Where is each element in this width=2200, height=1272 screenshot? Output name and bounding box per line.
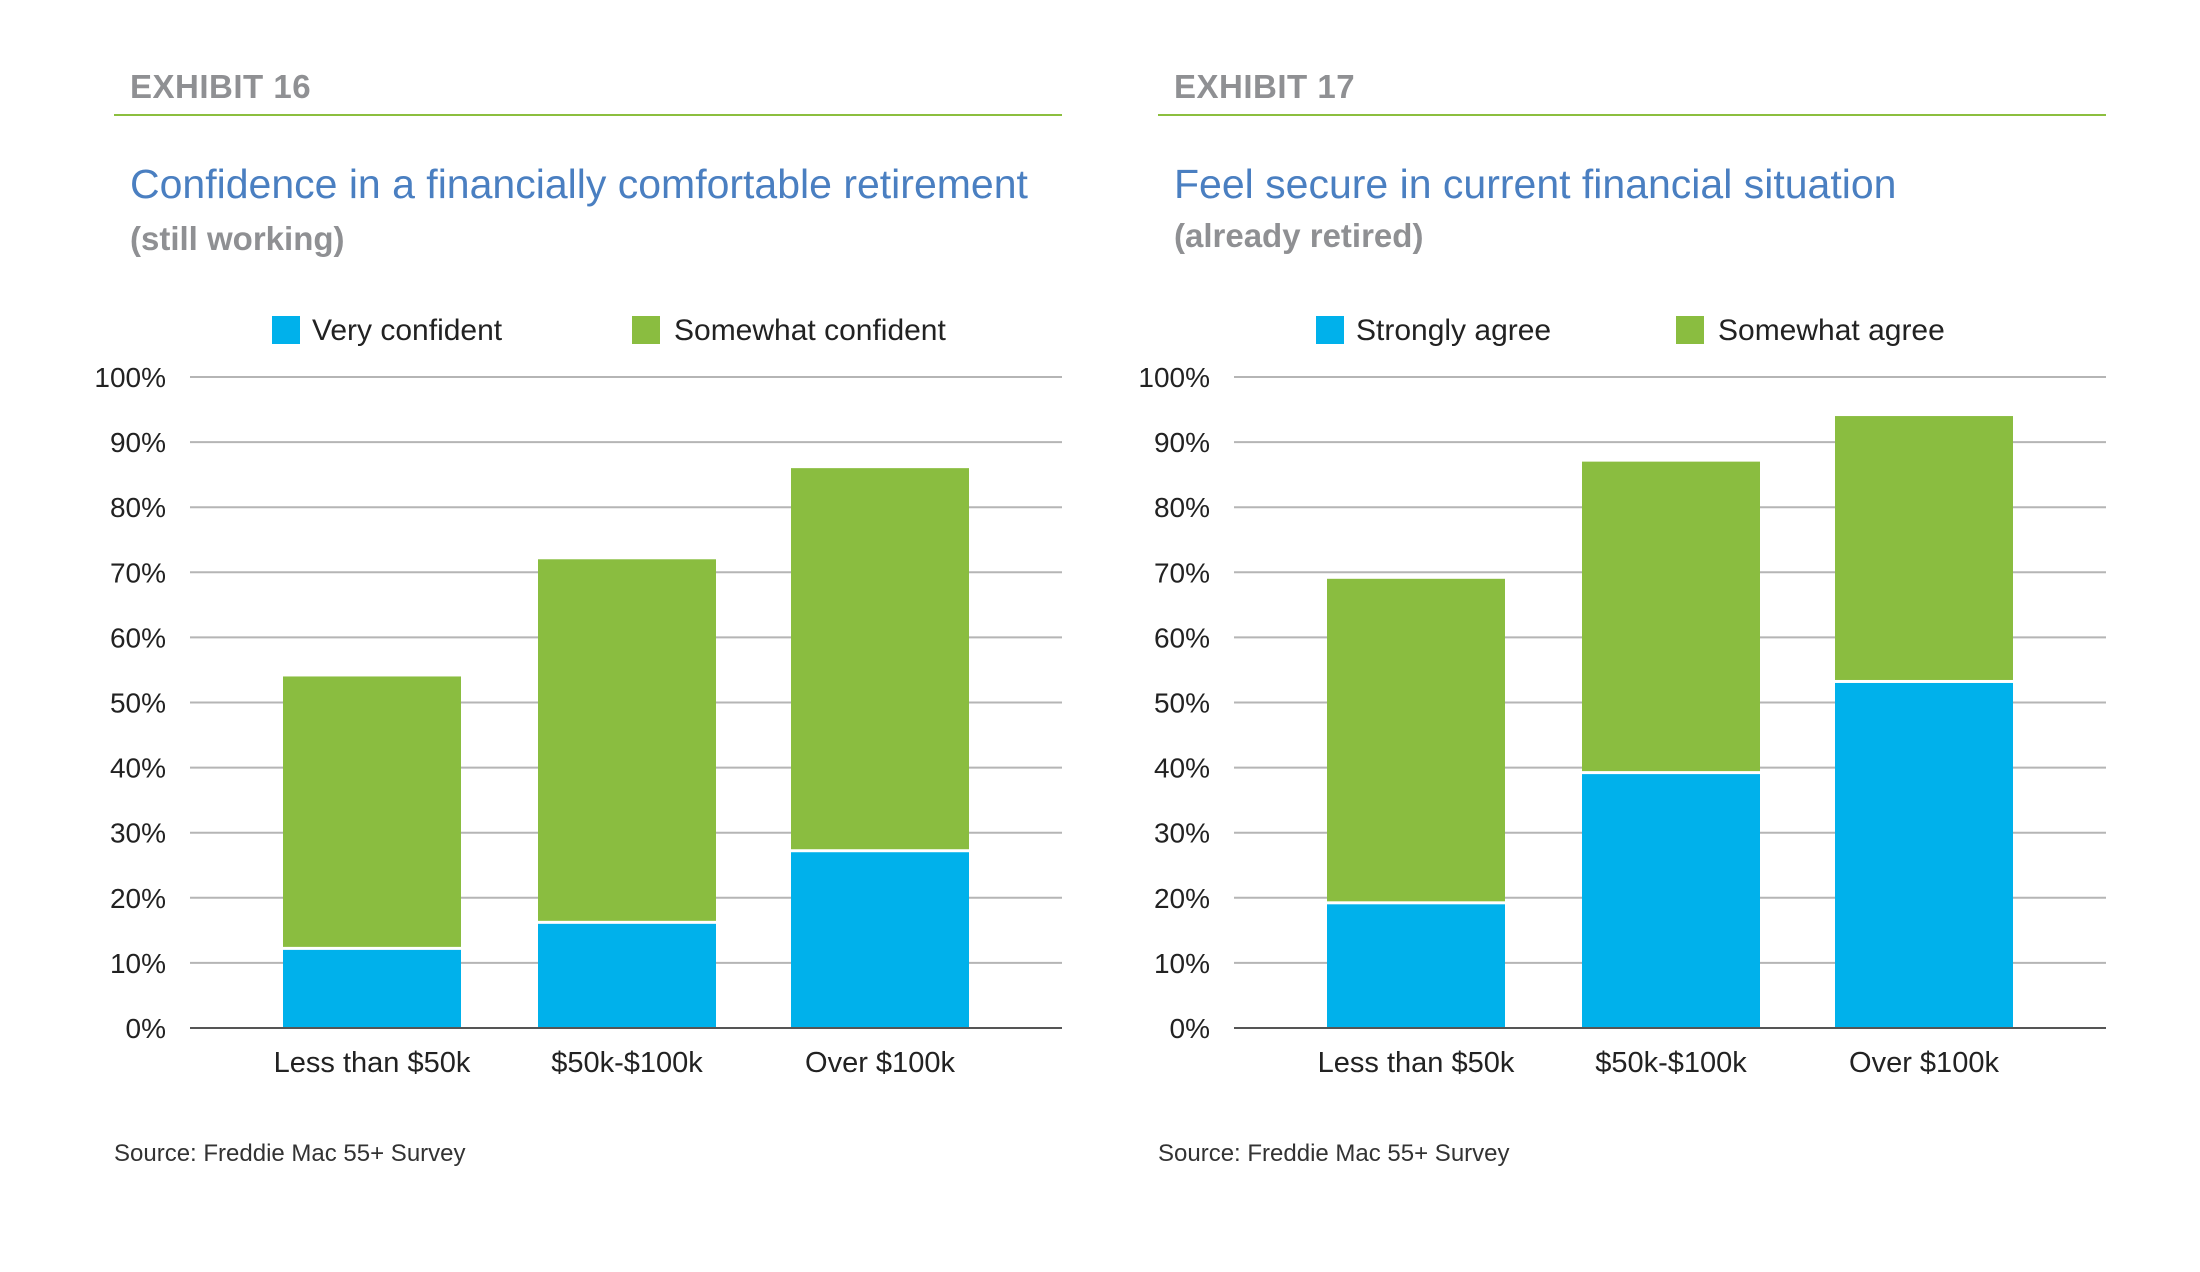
bar-segment-series2 (1327, 578, 1505, 902)
y-tick-label: 40% (110, 753, 166, 784)
y-tick-label: 80% (1154, 492, 1210, 523)
bar-segment-series1 (538, 923, 716, 1028)
y-tick-label: 50% (110, 688, 166, 719)
bar-segment-series1 (283, 949, 461, 1028)
x-category-label: Less than $50k (274, 1047, 471, 1079)
header-rule (1158, 114, 2106, 116)
exhibit-17-panel: EXHIBIT 17 Feel secure in current financ… (1044, 0, 2106, 1272)
bar-segment-series2 (538, 559, 716, 921)
x-category-label: Over $100k (1849, 1047, 1999, 1079)
y-tick-label: 0% (1170, 1013, 1210, 1044)
y-tick-label: 90% (1154, 427, 1210, 458)
y-tick-label: 70% (110, 557, 166, 588)
x-category-label: $50k-$100k (1595, 1047, 1747, 1079)
chart-title-main: Feel secure in current financial situati… (1174, 161, 1897, 207)
y-tick-label: 0% (126, 1013, 166, 1044)
bar-segment-series1 (791, 852, 969, 1028)
x-category-label: Less than $50k (1318, 1047, 1515, 1079)
x-category-label: Over $100k (805, 1047, 955, 1079)
y-tick-label: 100% (94, 362, 166, 393)
y-tick-label: 10% (110, 948, 166, 979)
bar-segment-series1 (1582, 774, 1760, 1028)
chart-title: Feel secure in current financial situati… (1174, 158, 2074, 262)
legend-label: Strongly agree (1356, 314, 1551, 347)
y-tick-label: 70% (1154, 557, 1210, 588)
y-tick-label: 40% (1154, 753, 1210, 784)
exhibit-label: EXHIBIT 17 (1174, 68, 1356, 105)
y-tick-label: 10% (1154, 948, 1210, 979)
exhibit-16-panel: EXHIBIT 16 Confidence in a financially c… (0, 0, 1062, 1272)
bar-segment-series2 (791, 468, 969, 850)
y-tick-label: 50% (1154, 688, 1210, 719)
y-tick-label: 20% (110, 883, 166, 914)
header-rule (114, 114, 1062, 116)
y-tick-label: 90% (110, 427, 166, 458)
legend-swatch (632, 316, 660, 344)
exhibit-17-chart: 0% 10% 20% 30% 40% 50% 60% 70% 80% 90% 100% Less th… (1138, 314, 2106, 1079)
source-note: Source: Freddie Mac 55+ Survey (114, 1140, 466, 1167)
legend-label: Very confident (312, 314, 503, 347)
legend-swatch (272, 316, 300, 344)
exhibit-16-chart: 0% 10% 20% 30% 40% 50% 60% 70% 80% 90% 100% Less th… (94, 314, 1062, 1079)
bar-segment-series1 (1327, 904, 1505, 1028)
chart-subtitle: (still working) (130, 220, 345, 257)
bar-segment-series2 (1835, 416, 2013, 680)
y-tick-label: 80% (110, 492, 166, 523)
chart-title: Confidence in a financially comfortable … (130, 158, 1030, 265)
y-tick-label: 30% (1154, 818, 1210, 849)
legend-swatch (1676, 316, 1704, 344)
y-tick-label: 60% (110, 622, 166, 653)
legend-label: Somewhat agree (1718, 314, 1945, 347)
x-category-label: $50k-$100k (551, 1047, 703, 1079)
y-tick-label: 100% (1138, 362, 1210, 393)
bar-segment-series2 (1582, 461, 1760, 772)
bar-segment-series1 (1835, 682, 2013, 1028)
legend-label: Somewhat confident (674, 314, 946, 347)
y-tick-label: 30% (110, 818, 166, 849)
chart-title-main: Confidence in a financially comfortable … (130, 161, 1028, 207)
y-tick-label: 60% (1154, 622, 1210, 653)
y-tick-label: 20% (1154, 883, 1210, 914)
chart-subtitle: (already retired) (1174, 217, 1424, 254)
source-note: Source: Freddie Mac 55+ Survey (1158, 1140, 1510, 1167)
exhibit-label: EXHIBIT 16 (130, 68, 312, 105)
bar-segment-series2 (283, 676, 461, 947)
legend-swatch (1316, 316, 1344, 344)
